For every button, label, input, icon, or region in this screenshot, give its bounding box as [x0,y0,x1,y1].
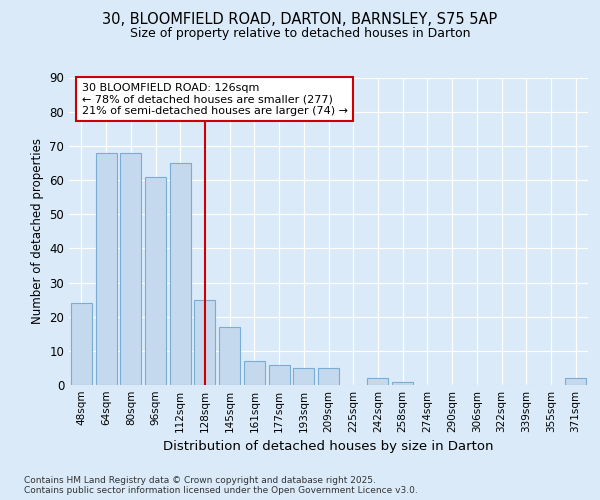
Bar [120,152,141,385]
Bar [244,361,265,385]
Bar [71,303,92,385]
X-axis label: Distribution of detached houses by size in Darton: Distribution of detached houses by size … [163,440,494,454]
Text: Size of property relative to detached houses in Darton: Size of property relative to detached ho… [130,28,470,40]
Bar [392,382,413,385]
Bar [318,368,339,385]
Text: 30 BLOOMFIELD ROAD: 126sqm
← 78% of detached houses are smaller (277)
21% of sem: 30 BLOOMFIELD ROAD: 126sqm ← 78% of deta… [82,82,348,116]
Bar [170,163,191,385]
Bar [269,364,290,385]
Text: 30, BLOOMFIELD ROAD, DARTON, BARNSLEY, S75 5AP: 30, BLOOMFIELD ROAD, DARTON, BARNSLEY, S… [103,12,497,28]
Bar [95,152,116,385]
Text: Contains HM Land Registry data © Crown copyright and database right 2025.
Contai: Contains HM Land Registry data © Crown c… [24,476,418,495]
Bar [293,368,314,385]
Y-axis label: Number of detached properties: Number of detached properties [31,138,44,324]
Bar [194,300,215,385]
Bar [219,327,240,385]
Bar [145,176,166,385]
Bar [565,378,586,385]
Bar [367,378,388,385]
